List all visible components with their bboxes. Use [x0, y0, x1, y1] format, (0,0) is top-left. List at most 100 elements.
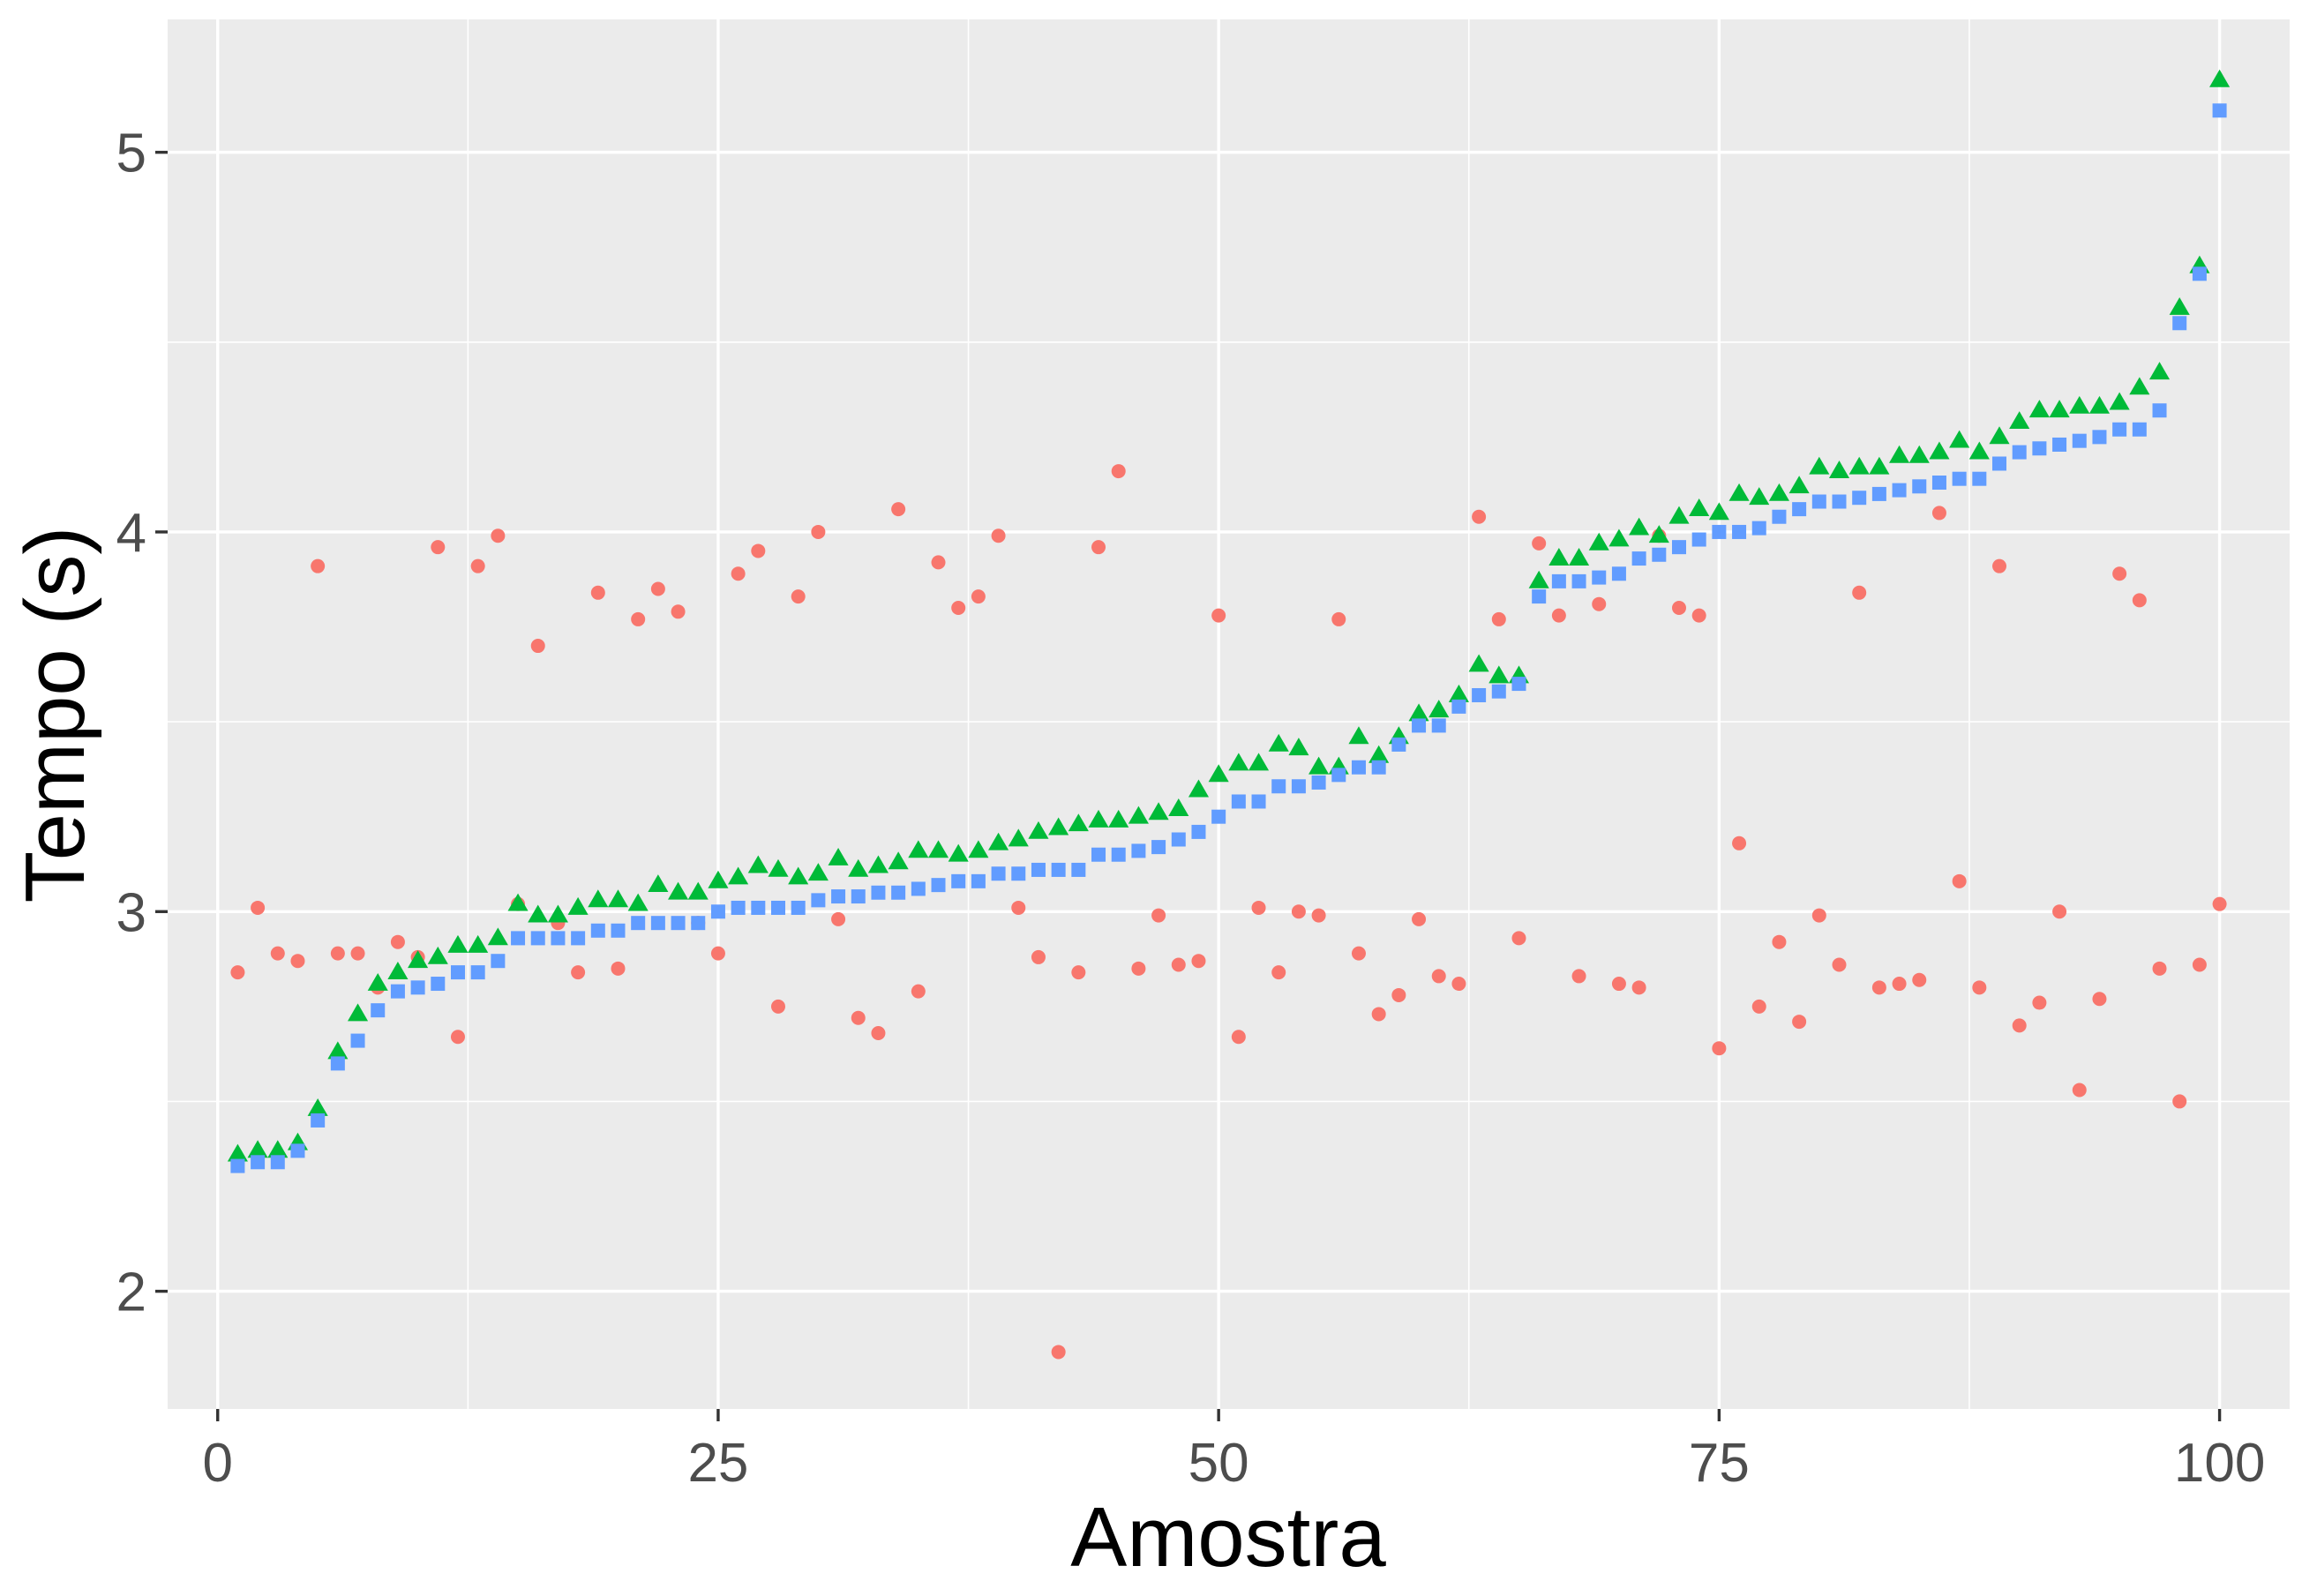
data-point-circle [2012, 1018, 2027, 1033]
data-point-square [511, 931, 526, 946]
data-point-circle [1371, 1007, 1386, 1022]
data-point-square [1171, 832, 1186, 847]
data-point-triangle [2088, 395, 2111, 414]
data-point-square [590, 923, 605, 938]
data-point-square [1972, 471, 1987, 486]
data-point-square [1491, 684, 1506, 699]
data-point-circle [1571, 969, 1586, 984]
data-point-triangle [1408, 703, 1429, 722]
data-point-circle [951, 601, 966, 616]
series-square [230, 103, 2227, 1173]
data-point-square [470, 965, 485, 980]
x-axis-title: Amostra [1070, 1490, 1386, 1585]
data-point-circle [2192, 957, 2207, 972]
data-point-circle [290, 954, 305, 969]
data-point-square [771, 900, 786, 915]
data-point-square [1912, 479, 1927, 494]
data-point-triangle [2049, 400, 2070, 418]
data-point-triangle [1468, 654, 1489, 672]
minor-gridlines [168, 19, 2290, 1409]
data-point-square [1892, 483, 1907, 498]
data-point-triangle [1348, 726, 1369, 745]
data-point-triangle [2109, 392, 2130, 410]
data-point-triangle [1448, 684, 1469, 702]
data-point-square [1351, 760, 1366, 775]
data-point-circle [390, 934, 405, 949]
data-point-square [1091, 847, 1106, 862]
data-point-square [611, 923, 626, 938]
data-points [227, 69, 2231, 1360]
data-point-circle [1912, 972, 1927, 987]
data-point-triangle [468, 934, 489, 953]
data-point-square [1811, 494, 1826, 509]
data-point-triangle [1488, 665, 1510, 684]
data-point-circle [1271, 965, 1286, 980]
data-point-square [1031, 862, 1046, 877]
data-point-circle [1772, 934, 1787, 949]
data-point-square [2112, 422, 2127, 437]
data-point-circle [251, 900, 266, 915]
data-point-square [2072, 433, 2087, 448]
data-point-circle [2072, 1083, 2087, 1098]
data-point-square [1151, 840, 1166, 855]
data-point-circle [1972, 980, 1987, 995]
data-point-circle [1551, 608, 1566, 623]
data-point-square [1391, 737, 1406, 752]
data-point-square [991, 866, 1006, 881]
data-point-triangle [1708, 502, 1729, 521]
data-point-triangle [747, 855, 769, 873]
data-point-triangle [788, 866, 809, 885]
data-point-circle [2052, 904, 2067, 919]
data-point-triangle [1668, 506, 1690, 524]
data-point-triangle [547, 904, 568, 923]
data-point-circle [871, 1025, 886, 1040]
data-point-circle [1231, 1030, 1246, 1045]
data-point-triangle [507, 893, 529, 911]
data-point-circle [431, 540, 446, 555]
data-point-square [1511, 677, 1526, 692]
y-tick-label: 3 [116, 882, 146, 943]
data-point-triangle [447, 934, 469, 953]
data-point-circle [1071, 965, 1086, 980]
data-point-circle [311, 558, 326, 573]
data-point-triangle [1368, 745, 1390, 763]
data-point-circle [811, 524, 826, 539]
data-point-circle [2132, 593, 2147, 608]
data-point-triangle [908, 840, 929, 858]
data-point-triangle [927, 840, 949, 858]
data-point-circle [590, 585, 605, 600]
data-point-square [650, 916, 665, 931]
data-point-square [2052, 437, 2067, 452]
data-point-circle [1251, 900, 1266, 915]
data-point-square [230, 1158, 245, 1173]
data-point-square [1451, 699, 1466, 714]
data-point-circle [611, 961, 626, 976]
plot-panel [168, 19, 2290, 1409]
data-point-triangle [528, 904, 549, 923]
data-point-circle [1031, 949, 1046, 964]
data-point-square [1631, 551, 1646, 566]
data-point-triangle [2028, 400, 2050, 418]
data-point-square [791, 900, 806, 915]
data-point-circle [1472, 509, 1487, 524]
major-gridlines [168, 19, 2290, 1409]
data-point-square [1331, 768, 1346, 783]
data-point-triangle [627, 893, 649, 911]
data-point-circle [1532, 536, 1547, 551]
data-point-triangle [607, 889, 629, 908]
data-point-square [1871, 486, 1886, 501]
data-point-square [2212, 103, 2227, 118]
data-point-triangle [1648, 525, 1669, 543]
data-point-triangle [1908, 445, 1930, 463]
data-point-square [851, 889, 866, 904]
data-point-square [491, 954, 506, 969]
data-point-circle [1892, 977, 1907, 992]
data-point-circle [710, 946, 725, 961]
data-point-triangle [1809, 456, 1830, 475]
data-point-circle [991, 528, 1006, 543]
data-point-triangle [768, 858, 789, 877]
data-point-circle [1431, 969, 1446, 984]
data-point-triangle [1548, 547, 1570, 566]
data-point-triangle [1949, 430, 1970, 448]
